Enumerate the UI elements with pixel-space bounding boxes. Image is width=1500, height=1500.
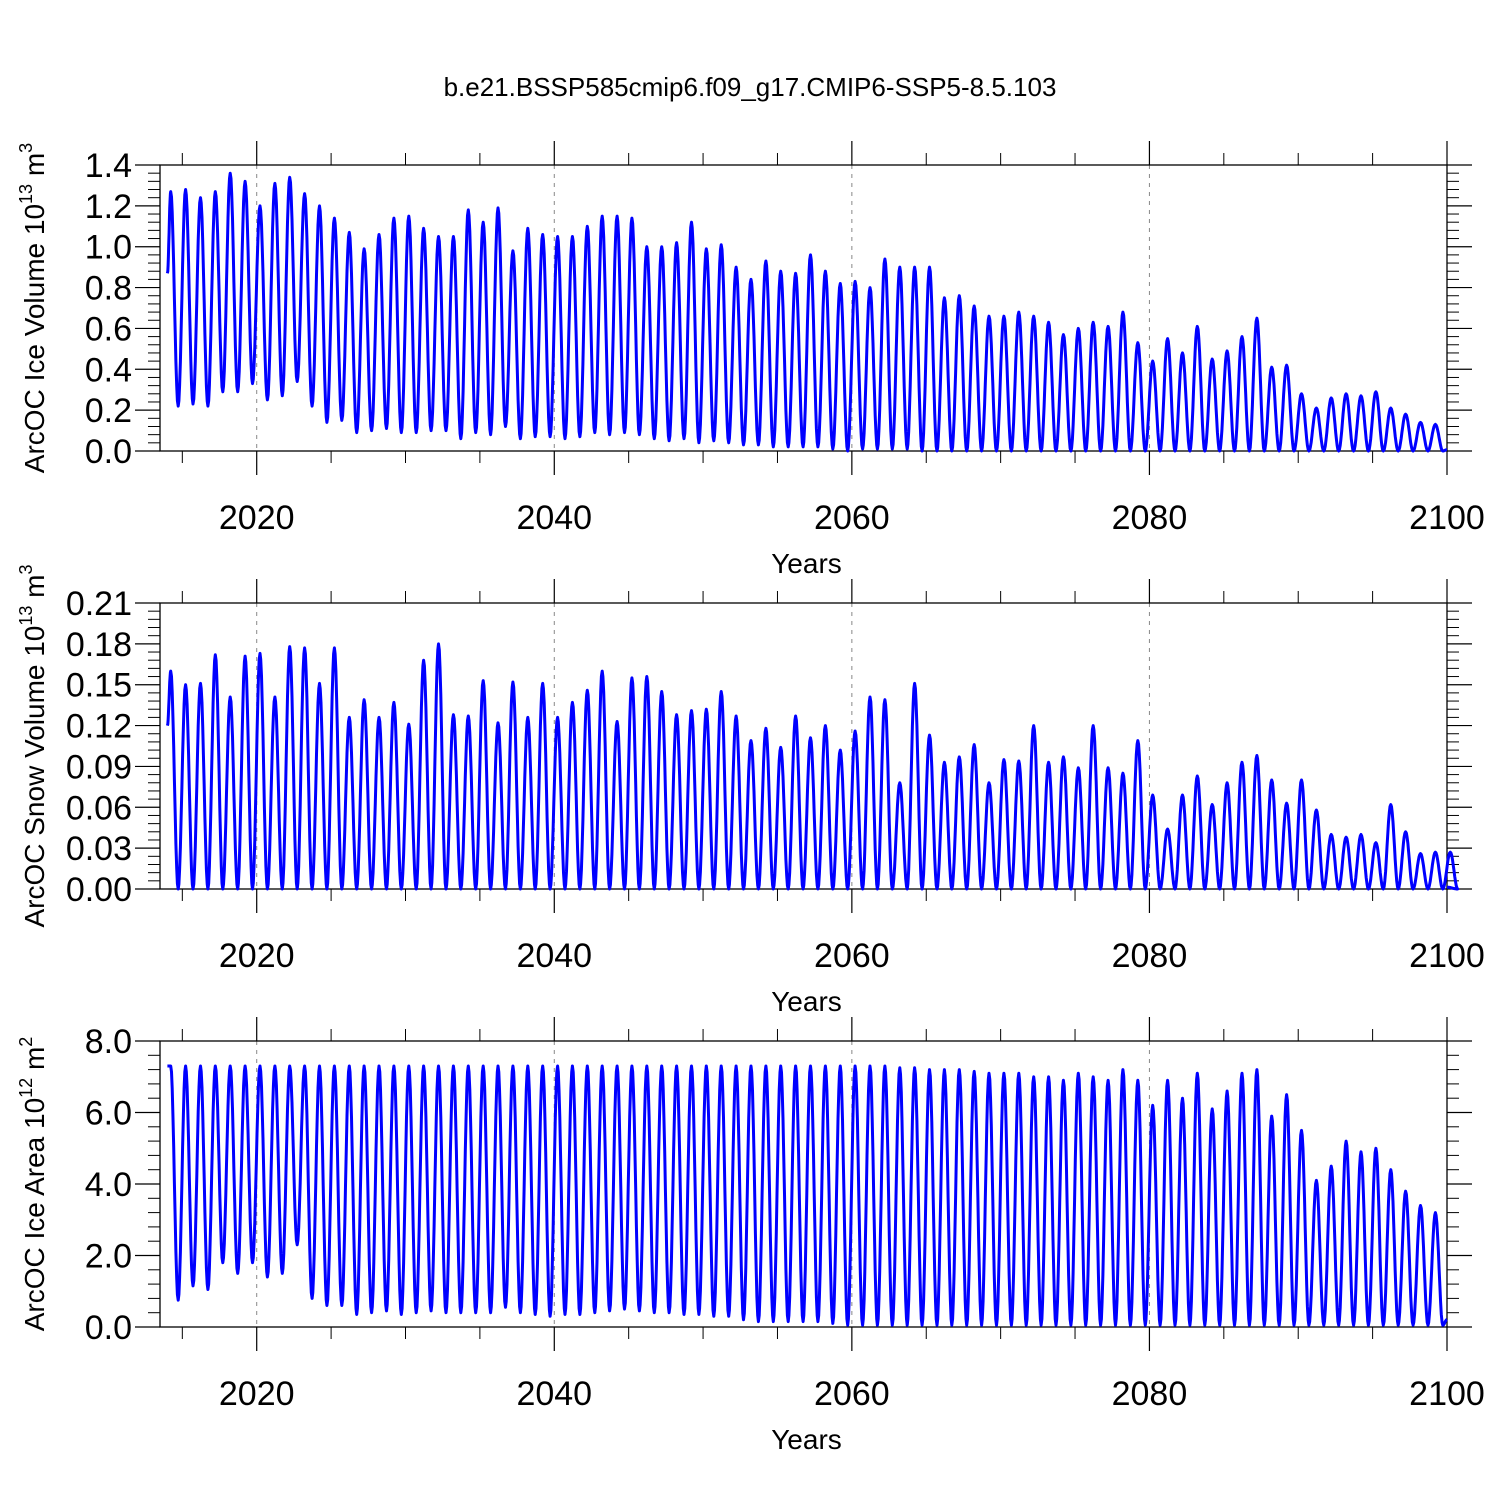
- x-axis-title: Years: [771, 548, 842, 579]
- y-tick-label: 0.21: [66, 585, 132, 623]
- x-tick-label: 2080: [1112, 1375, 1188, 1413]
- x-tick-label: 2040: [516, 499, 592, 537]
- y-tick-label: 0.0: [85, 433, 132, 471]
- y-tick-label: 0.0: [85, 1309, 132, 1347]
- panel-3: 2020 2040 2060 2080 2100 0.0 2.0 4.0 6.0 8.0 Years…: [16, 1017, 1485, 1455]
- panel-2: 2020 2040 2060 2080 2100 0.000.030.060.090.12…: [16, 564, 1485, 1017]
- x-axis-title: Years: [771, 1424, 842, 1455]
- x-tick-label: 2060: [814, 937, 890, 975]
- x-tick-label: 2100: [1409, 937, 1485, 975]
- y-tick-label: 0.18: [66, 626, 132, 664]
- x-tick-label: 2040: [516, 937, 592, 975]
- panels: 2020 2040 2060 2080 21000.00.20.40.60.81.01.…: [16, 141, 1485, 1455]
- y-tick-label: 4.0: [85, 1166, 132, 1204]
- x-tick-label: 2080: [1112, 937, 1188, 975]
- y-tick-label: 8.0: [85, 1023, 132, 1061]
- x-tick-label: 2060: [814, 499, 890, 537]
- x-tick-label: 2080: [1112, 499, 1188, 537]
- y-axis-title: ArcOC Ice Volume 1013 m3: [16, 143, 50, 473]
- x-tick-label: 2020: [219, 499, 295, 537]
- x-tick-label: 2060: [814, 1375, 890, 1413]
- y-tick-label: 0.8: [85, 270, 132, 308]
- x-tick-label: 2020: [219, 1375, 295, 1413]
- y-tick-label: 0.15: [66, 667, 132, 705]
- series-line-1: [165, 171, 1449, 453]
- figure-title: b.e21.BSSP585cmip6.f09_g17.CMIP6-SSP5-8.…: [444, 72, 1057, 102]
- x-tick-label: 2020: [219, 937, 295, 975]
- series-line-1: [166, 1064, 1449, 1327]
- y-tick-label: 2.0: [85, 1238, 132, 1276]
- y-tick-label: 0.6: [85, 310, 132, 348]
- y-tick-label: 0.2: [85, 392, 132, 430]
- x-tick-label: 2100: [1409, 1375, 1485, 1413]
- series-line-1: [165, 642, 1460, 891]
- x-tick-label: 2100: [1409, 499, 1485, 537]
- x-tick-label: 2040: [516, 1375, 592, 1413]
- y-tick-label: 0.4: [85, 351, 132, 389]
- y-axis-title: ArcOC Snow Volume 1013 m3: [16, 564, 50, 927]
- y-axis-title: ArcOC Ice Area 1012 m2: [16, 1037, 50, 1332]
- y-tick-label: 1.2: [85, 188, 132, 226]
- y-tick-label: 0.00: [66, 871, 132, 909]
- y-tick-label: 6.0: [85, 1095, 132, 1133]
- y-tick-label: 1.4: [85, 147, 132, 185]
- y-tick-label: 0.06: [66, 789, 132, 827]
- y-tick-label: 0.09: [66, 748, 132, 786]
- y-tick-label: 0.03: [66, 830, 132, 868]
- y-tick-label: 0.12: [66, 708, 132, 746]
- plot-frame: [159, 164, 1448, 452]
- x-axis-title: Years: [771, 986, 842, 1017]
- y-tick-label: 1.0: [85, 229, 132, 267]
- panel-1: 2020 2040 2060 2080 21000.00.20.40.60.81.01.…: [16, 141, 1485, 579]
